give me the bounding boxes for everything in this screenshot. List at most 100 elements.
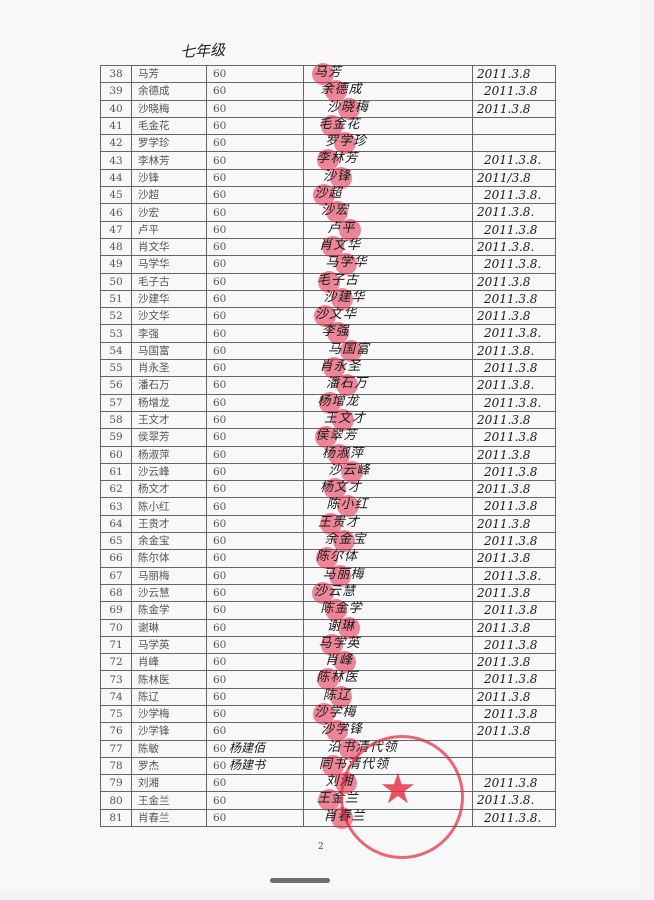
row-number-text: 49 xyxy=(109,258,123,271)
table-row: 57 杨增龙 60 杨增龙 2011.3.8. xyxy=(100,391,556,414)
fingerprint-mark xyxy=(338,97,360,120)
handwritten-signature: 马丽梅 xyxy=(322,566,365,582)
row-number-text: 48 xyxy=(109,241,123,254)
student-name-text: 陈金学 xyxy=(138,604,170,617)
student-name-text: 陈辽 xyxy=(138,690,159,703)
handwritten-date: 2011.3.8. xyxy=(484,395,542,410)
amount: 60 xyxy=(206,722,304,741)
amount-text: 60 xyxy=(213,344,227,357)
fingerprint-mark xyxy=(317,149,339,172)
handwritten-signature: 谢琳 xyxy=(327,618,356,634)
handwritten-date: 2011.3.8 xyxy=(484,706,538,721)
fingerprint-mark xyxy=(314,305,336,328)
amount-text: 60 xyxy=(213,483,227,496)
table-row: 58 王文才 60 王文才 2011.3.8 xyxy=(100,408,556,431)
handwritten-date: 2011.3.8 xyxy=(484,291,538,306)
amount-text: 60 xyxy=(213,517,227,530)
amount-text: 60 xyxy=(213,379,227,392)
row-number: 54 xyxy=(100,341,132,361)
handwritten-signature: 沙云慧 xyxy=(314,583,357,599)
handwritten-date: 2011.3.8 xyxy=(477,412,531,427)
student-name-text: 肖春兰 xyxy=(138,811,170,824)
row-number-text: 65 xyxy=(109,535,123,548)
fingerprint-mark xyxy=(322,754,344,777)
handwritten-signature: 卢平 xyxy=(327,220,356,236)
student-name-text: 沙学锋 xyxy=(138,725,170,738)
amount-text: 60 xyxy=(213,102,227,115)
amount: 60 xyxy=(206,514,304,534)
table-row: 62 杨文才 60 杨文才 2011.3.8 xyxy=(100,478,556,501)
student-name: 沙宏 xyxy=(131,203,207,222)
row-number-text: 43 xyxy=(109,154,123,167)
handwritten-signature: 沙学梅 xyxy=(314,704,357,720)
fingerprint-mark xyxy=(330,166,352,189)
fingerprint-mark xyxy=(315,426,337,449)
student-name: 罗学珍 xyxy=(131,134,207,153)
handwritten-signature: 沙学锋 xyxy=(321,722,364,738)
amount: 60 xyxy=(206,255,304,274)
signature-cell: 马丽梅 xyxy=(303,564,473,587)
fingerprint-mark xyxy=(319,391,341,414)
row-number-text: 66 xyxy=(109,552,123,565)
date-cell: 2011.3.8. xyxy=(472,324,556,343)
date-cell: 2011.3.8 xyxy=(472,289,556,309)
fingerprint-mark xyxy=(332,408,354,431)
row-number-text: 68 xyxy=(109,587,123,600)
student-name-text: 余德成 xyxy=(138,85,170,98)
fingerprint-mark xyxy=(312,581,334,604)
date-cell: 2011.3.8 xyxy=(472,410,556,430)
fingerprint-mark xyxy=(313,184,335,207)
amount: 60 xyxy=(206,653,304,672)
fingerprint-mark xyxy=(325,599,347,622)
table-row: 55 肖永圣 60 肖永圣 2011.3.8 xyxy=(100,357,556,380)
amount-text: 60 xyxy=(213,206,227,219)
handwritten-date: 2011.3.8 xyxy=(484,534,538,549)
student-name-text: 毛子古 xyxy=(138,275,170,288)
row-number: 67 xyxy=(100,566,132,585)
fingerprint-mark xyxy=(341,460,363,483)
student-name-text: 罗杰 xyxy=(138,760,159,773)
table-row: 67 马丽梅 60 马丽梅 2011.3.8. xyxy=(100,564,556,587)
amount-text: 60 xyxy=(213,362,227,375)
row-number-text: 62 xyxy=(109,483,123,496)
amount: 60 xyxy=(206,462,304,482)
handwritten-date: 2011.3.8 xyxy=(477,67,531,81)
student-name: 沙学梅 xyxy=(131,704,207,724)
date-cell: 2011.3.8 xyxy=(472,514,556,534)
handwritten-signature: 罗学珍 xyxy=(325,134,368,150)
amount: 60 杨建佰 xyxy=(206,739,304,758)
student-name: 沙云慧 xyxy=(131,583,207,603)
handwritten-signature: 毛金花 xyxy=(318,116,361,132)
handwritten-date: 2011.3.8. xyxy=(484,568,542,583)
student-name: 陈敏 xyxy=(131,739,207,758)
amount: 60 杨建书 xyxy=(206,756,304,776)
handwritten-signature: 沙建华 xyxy=(323,289,366,305)
handwritten-signature: 肖文华 xyxy=(319,237,362,253)
handwritten-signature: 余金宝 xyxy=(324,532,367,548)
amount-text: 60 xyxy=(213,552,227,565)
row-number-text: 72 xyxy=(109,656,123,669)
handwritten-date: 2011.3.8 xyxy=(477,585,531,600)
date-cell: 2011.3.8 xyxy=(472,653,556,672)
fingerprint-mark xyxy=(340,339,362,362)
student-name: 卢平 xyxy=(131,220,207,239)
amount: 60 xyxy=(206,704,304,724)
student-name-text: 余金宝 xyxy=(138,535,170,548)
date-cell: 2011.3.8 xyxy=(472,82,556,101)
amount: 60 xyxy=(206,566,304,585)
amount-text: 60 xyxy=(213,310,227,323)
signature-cell: 肖峰 xyxy=(303,651,473,674)
amount-text: 60 xyxy=(213,535,227,548)
handwritten-date: 2011.3.8. xyxy=(484,326,542,341)
row-number: 53 xyxy=(100,324,132,343)
date-cell: 2011.3.8. xyxy=(472,237,556,257)
row-number: 51 xyxy=(100,289,132,309)
row-number-text: 78 xyxy=(109,760,123,773)
date-cell: 2011.3.8 xyxy=(472,549,556,568)
student-name: 余德成 xyxy=(131,82,207,101)
student-name: 马学英 xyxy=(131,635,207,655)
table-row: 38 马芳 60 马芳 2011.3.8 xyxy=(100,63,556,85)
row-number: 65 xyxy=(100,532,132,551)
date-cell: 2011.3.8 xyxy=(472,704,556,724)
date-cell: 2011.3.8. xyxy=(472,376,556,395)
